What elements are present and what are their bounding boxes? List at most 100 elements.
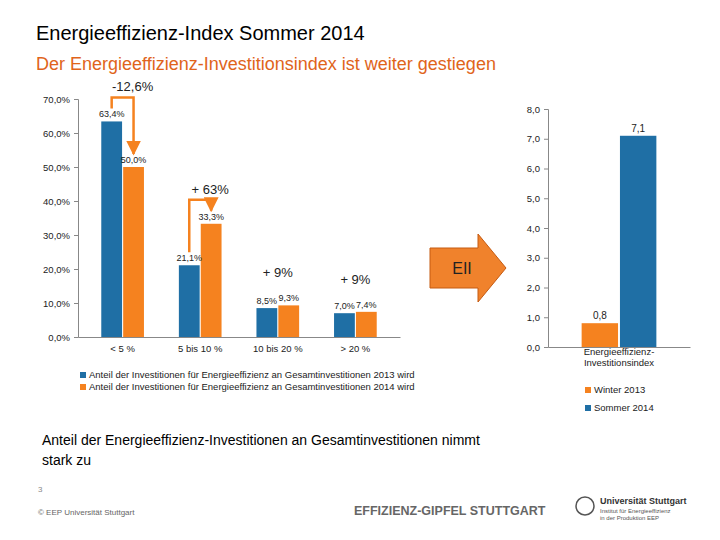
x-tick: 10 bis 20 % — [253, 343, 303, 354]
chart-0: 0,0%10,0%20,0%30,0%40,0%50,0%60,0%70,0%<… — [43, 79, 415, 392]
tick-label: 30,0% — [43, 230, 70, 241]
tick-mark — [74, 167, 78, 168]
tick-label: < 5 % — [110, 343, 135, 354]
tick-mark — [74, 303, 78, 304]
copyright: © EEP Universität Stuttgart — [38, 508, 135, 517]
tick-label: 5 bis 10 % — [178, 343, 223, 354]
y-tick: 0,0% — [48, 332, 78, 343]
data-label: 7,0% — [334, 301, 355, 311]
slide-canvas: Energieeffizienz-Index Sommer 2014Der En… — [0, 0, 720, 540]
conclusion: stark zu — [42, 452, 91, 468]
legend: Winter 2013 Sommer 2014 — [585, 384, 654, 413]
annotation: + 9% — [263, 265, 293, 280]
data-label: 8,5% — [257, 296, 278, 306]
tick-mark — [544, 139, 548, 140]
slide-title: Energieeffizienz-Index Sommer 2014 — [36, 22, 365, 44]
y-tick: 8,0 — [527, 104, 548, 115]
y-tick: 6,0 — [527, 163, 548, 174]
tick-mark — [544, 198, 548, 199]
bar — [256, 308, 277, 337]
y-tick: 1,0 — [527, 312, 548, 323]
legend-swatch — [80, 384, 86, 390]
y-axis: 0,01,02,03,04,05,06,07,08,0 — [527, 104, 549, 353]
y-tick: 70,0% — [43, 94, 78, 105]
x-tick: 5 bis 10 % — [178, 343, 223, 354]
tick-mark — [544, 109, 548, 110]
university-logo — [576, 497, 594, 515]
bar — [201, 224, 222, 337]
data-label: 33,3% — [198, 212, 224, 222]
legend-label: Winter 2013 — [594, 384, 645, 395]
eii-label: EII — [452, 260, 472, 277]
y-tick: 10,0% — [43, 298, 78, 309]
tick-label: 7,0 — [527, 133, 540, 144]
bar — [620, 136, 656, 347]
tick-mark — [544, 317, 548, 318]
data-labels: 63,4%21,1%8,5%7,0%50,0%33,3%9,3%7,4% — [99, 109, 377, 311]
tick-label: 60,0% — [43, 128, 70, 139]
y-axis: 0,0%10,0%20,0%30,0%40,0%50,0%60,0%70,0% — [43, 94, 78, 343]
x-axis: Energieeffizienz-Investitionsindex — [549, 346, 691, 368]
y-tick: 2,0 — [527, 282, 548, 293]
axis-line — [74, 100, 79, 338]
tick-label: 2,0 — [527, 282, 540, 293]
tick-mark — [74, 337, 78, 338]
tick-label: 4,0 — [527, 223, 540, 234]
annotation: + 9% — [340, 272, 370, 287]
y-tick: 30,0% — [43, 230, 78, 241]
tick-label: 0,0% — [48, 332, 70, 343]
annotation: -12,6% — [112, 79, 154, 94]
page-number: 3 — [38, 485, 43, 494]
tick-mark — [544, 288, 548, 289]
annotation: + 63% — [192, 182, 230, 197]
bar — [179, 265, 200, 337]
y-tick: 50,0% — [43, 162, 78, 173]
y-tick: 5,0 — [527, 193, 548, 204]
slide: Energieeffizienz-Index Sommer 2014Der En… — [0, 0, 720, 540]
tick-mark — [544, 169, 548, 170]
university: Universität Stuttgart — [600, 496, 687, 506]
y-tick: 20,0% — [43, 264, 78, 275]
data-label: 9,3% — [278, 293, 299, 303]
data-label: 0,8 — [593, 310, 607, 321]
logo-text: EFFIZIENZ-GIPFEL STUTTGART — [354, 504, 546, 518]
legend-swatch — [585, 405, 591, 411]
y-tick: 4,0 — [527, 223, 548, 234]
axis-line — [79, 337, 401, 338]
legend-label: Anteil der Investitionen für Energieeffi… — [89, 381, 415, 392]
annotation-arrow — [112, 97, 134, 154]
x-tick: < 5 % — [110, 343, 135, 354]
annotation-arrow — [189, 200, 211, 252]
institute: Institut für Energieeffizienz — [600, 508, 671, 514]
data-label: 7,4% — [356, 300, 377, 310]
tick-mark — [74, 201, 78, 202]
legend: Anteil der Investitionen für Energieeffi… — [80, 369, 415, 392]
tick-mark — [544, 258, 548, 259]
bar — [278, 305, 299, 337]
axis-line — [544, 110, 549, 348]
y-tick: 7,0 — [527, 133, 548, 144]
tick-mark — [74, 99, 78, 100]
tick-label: Energieeffizienz-Investitionsindex — [584, 346, 655, 368]
chart-1: 0,01,02,03,04,05,06,07,08,0Energieeffizi… — [527, 104, 691, 413]
tick-label: 5,0 — [527, 193, 540, 204]
data-label: 7,1 — [631, 123, 645, 134]
eii-arrow — [430, 234, 506, 302]
y-tick: 3,0 — [527, 252, 548, 263]
bar — [334, 313, 355, 337]
legend-swatch — [585, 387, 591, 393]
bars — [101, 121, 376, 337]
y-tick: 60,0% — [43, 128, 78, 139]
bar — [356, 312, 377, 337]
bar — [101, 121, 122, 337]
tick-label: 70,0% — [43, 94, 70, 105]
bar — [582, 323, 618, 347]
tick-label: 50,0% — [43, 162, 70, 173]
data-label: 63,4% — [99, 109, 125, 119]
institute: in der Produktion EEP — [600, 515, 659, 521]
tick-label: 8,0 — [527, 104, 540, 115]
legend-label: Anteil der Investitionen für Energieeffi… — [89, 369, 415, 380]
legend-label: Sommer 2014 — [594, 402, 654, 413]
tick-label: 6,0 — [527, 163, 540, 174]
tick-label: > 20 % — [340, 343, 370, 354]
